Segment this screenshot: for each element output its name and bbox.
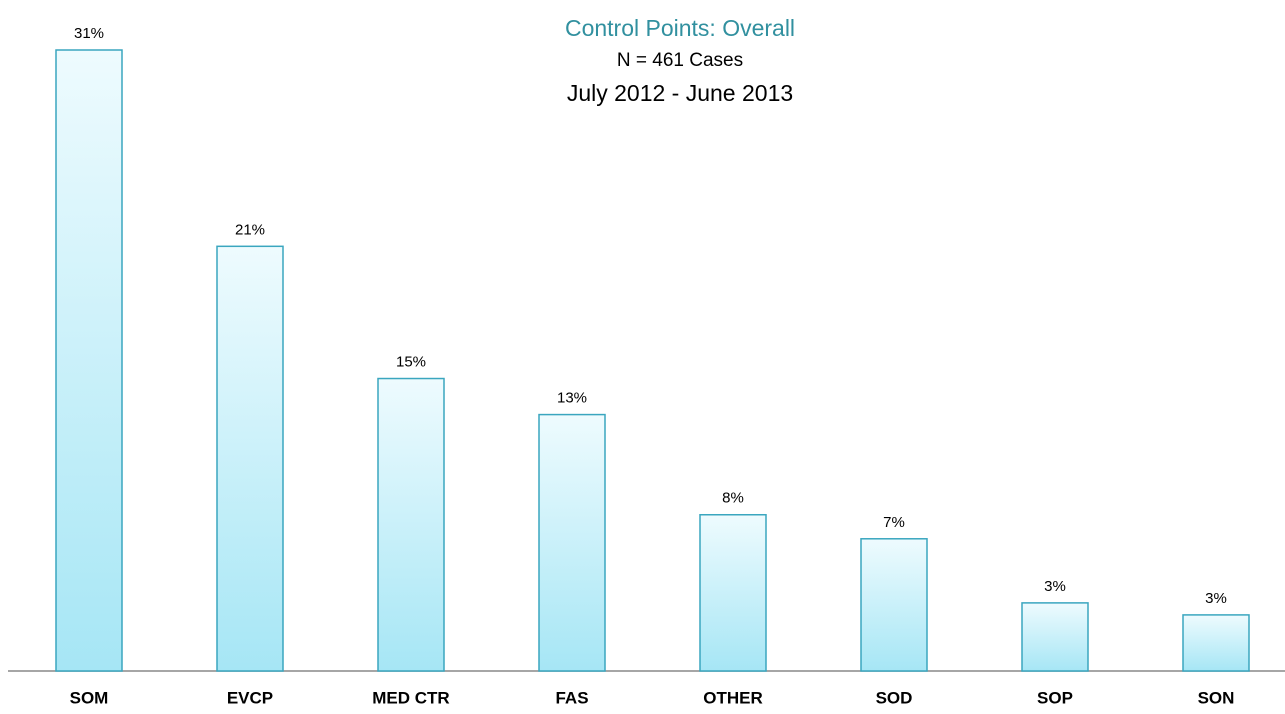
x-tick-label: SOP [1037,688,1073,707]
x-tick-label: FAS [555,688,588,707]
x-tick-label: SOM [70,688,109,707]
value-label: 8% [722,490,744,507]
bar [1182,614,1250,672]
value-label: 13% [557,390,587,407]
x-tick-label: MED CTR [372,688,449,707]
x-tick-label: SON [1198,688,1235,707]
value-label: 7% [883,514,905,531]
value-label: 3% [1205,590,1227,607]
x-tick-label: EVCP [227,688,273,707]
bar [699,513,767,672]
bar [538,413,606,672]
bar [377,377,445,672]
bar [860,538,928,672]
chart-subtitle: N = 461 Cases [617,50,743,71]
bar [55,49,123,672]
chart-title: Control Points: Overall [565,15,795,41]
value-label: 15% [396,353,426,370]
value-label: 31% [74,25,104,42]
bar [216,245,284,672]
x-tick-label: SOD [876,688,913,707]
value-label: 3% [1044,578,1066,595]
chart-subtitle: July 2012 - June 2013 [567,80,793,106]
x-tick-label: OTHER [703,688,763,707]
bar [1021,602,1089,672]
value-label: 21% [235,221,265,238]
